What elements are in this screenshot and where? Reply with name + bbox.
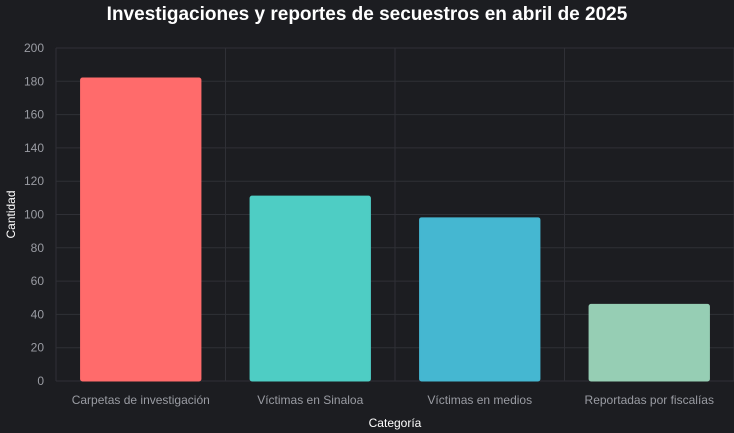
chart-title: Investigaciones y reportes de secuestros… (106, 4, 628, 25)
y-tick-label: 120 (24, 174, 44, 188)
x-axis-ticks: Carpetas de investigación Víctimas en Sin… (72, 393, 714, 407)
y-tick-label: 140 (24, 141, 44, 155)
bars (80, 77, 710, 382)
y-tick-label: 100 (24, 208, 44, 222)
y-tick-label: 20 (31, 341, 45, 355)
y-tick-label: 60 (31, 274, 45, 288)
y-tick-label: 40 (31, 307, 45, 321)
bar (419, 217, 541, 382)
y-tick-label: 0 (37, 374, 44, 388)
bar (80, 77, 202, 382)
x-axis-label: Categoría (369, 416, 422, 430)
y-axis-ticks: 0 20 40 60 80 100 120 140 160 180 200 (24, 41, 44, 388)
bar (588, 303, 710, 382)
x-tick-label: Carpetas de investigación (72, 393, 210, 407)
x-tick-label: Reportadas por fiscalías (585, 393, 714, 407)
bar (249, 195, 371, 382)
y-tick-label: 160 (24, 108, 44, 122)
x-tick-label: Víctimas en Sinaloa (257, 393, 363, 407)
y-tick-label: 200 (24, 41, 44, 55)
y-axis-label: Cantidad (4, 190, 18, 238)
x-tick-label: Víctimas en medios (427, 393, 532, 407)
y-tick-label: 80 (31, 241, 45, 255)
y-tick-label: 180 (24, 74, 44, 88)
